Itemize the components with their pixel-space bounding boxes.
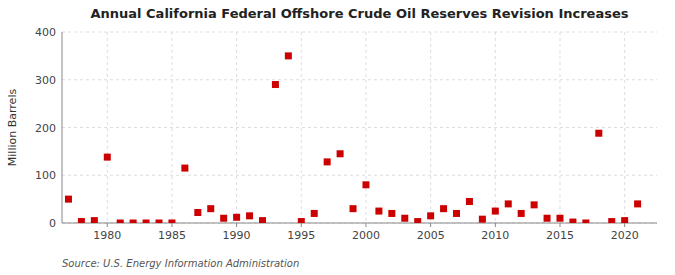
- point: [350, 205, 357, 212]
- x-tick: [107, 223, 108, 227]
- point: [582, 220, 589, 224]
- point: [194, 209, 201, 216]
- x-grid-line: [495, 32, 496, 223]
- point: [156, 220, 163, 224]
- x-tick-label: 1985: [158, 229, 186, 242]
- point: [168, 220, 175, 224]
- x-tick: [365, 223, 366, 227]
- point: [440, 205, 447, 212]
- point: [91, 217, 98, 223]
- point: [492, 208, 499, 215]
- point: [453, 210, 460, 217]
- point: [220, 215, 227, 222]
- y-grid-line: [62, 175, 657, 176]
- x-tick: [495, 223, 496, 227]
- x-grid-line: [365, 32, 366, 223]
- y-grid-line: [62, 223, 657, 224]
- x-tick-label: 2010: [481, 229, 509, 242]
- point: [207, 205, 214, 212]
- x-axis-line: [62, 223, 657, 224]
- y-axis-label: Million Barrels: [6, 89, 19, 167]
- point: [544, 215, 551, 222]
- point: [65, 196, 72, 203]
- y-grid-line: [62, 32, 657, 33]
- point: [595, 130, 602, 137]
- point: [634, 200, 641, 207]
- point: [479, 216, 486, 223]
- x-tick-label: 2005: [417, 229, 445, 242]
- point: [414, 218, 421, 223]
- title: Annual California Federal Offshore Crude…: [91, 6, 629, 21]
- x-tick-label: 1980: [93, 229, 121, 242]
- point: [298, 218, 305, 223]
- x-tick: [559, 223, 560, 227]
- point: [362, 181, 369, 188]
- x-tick-label: 2020: [611, 229, 639, 242]
- point: [531, 201, 538, 208]
- x-tick: [301, 223, 302, 227]
- point: [272, 81, 279, 88]
- point: [311, 210, 318, 217]
- x-grid-line: [171, 32, 172, 223]
- point: [143, 220, 150, 224]
- y-tick-label: 100: [35, 169, 56, 182]
- x-tick-label: 2000: [352, 229, 380, 242]
- y-tick-label: 200: [35, 122, 56, 135]
- point: [505, 200, 512, 207]
- point: [569, 219, 576, 223]
- data-points: [65, 52, 641, 223]
- point: [556, 215, 563, 222]
- y-tick-label: 300: [35, 74, 56, 87]
- point: [233, 214, 240, 221]
- point: [324, 158, 331, 165]
- chart: Annual California Federal Offshore Crude…: [0, 0, 675, 275]
- point: [117, 220, 124, 224]
- point: [181, 165, 188, 172]
- x-grid-line: [430, 32, 431, 223]
- point: [518, 210, 525, 217]
- source: Source: U.S. Energy Information Administ…: [62, 258, 299, 269]
- point: [246, 212, 253, 219]
- y-tick-label: 400: [35, 26, 56, 39]
- x-tick-label: 1990: [223, 229, 251, 242]
- y-tick-label: 0: [49, 217, 56, 230]
- x-tick: [624, 223, 625, 227]
- x-tick: [236, 223, 237, 227]
- point: [427, 212, 434, 219]
- point: [285, 52, 292, 59]
- point: [401, 215, 408, 222]
- point: [621, 217, 628, 223]
- point: [259, 217, 266, 223]
- point: [130, 220, 137, 224]
- x-grid-line: [236, 32, 237, 223]
- point: [337, 150, 344, 157]
- x-tick-label: 2015: [546, 229, 574, 242]
- x-grid-line: [301, 32, 302, 223]
- point: [375, 208, 382, 215]
- y-grid-line: [62, 79, 657, 80]
- x-tick-label: 1995: [287, 229, 315, 242]
- x-tick: [430, 223, 431, 227]
- axes: 0 100 200 300 400 1980 1985 1990 1995 2000 2005 201…: [35, 26, 657, 242]
- point: [388, 210, 395, 217]
- point: [466, 198, 473, 205]
- x-tick: [171, 223, 172, 227]
- point: [608, 218, 615, 223]
- y-axis-line: [62, 32, 63, 223]
- x-grid-line: [107, 32, 108, 223]
- x-grid-line: [559, 32, 560, 223]
- chart-container: Annual California Federal Offshore Crude…: [0, 0, 675, 275]
- point: [104, 154, 111, 161]
- point: [78, 218, 85, 223]
- x-grid-line: [624, 32, 625, 223]
- y-grid-line: [62, 127, 657, 128]
